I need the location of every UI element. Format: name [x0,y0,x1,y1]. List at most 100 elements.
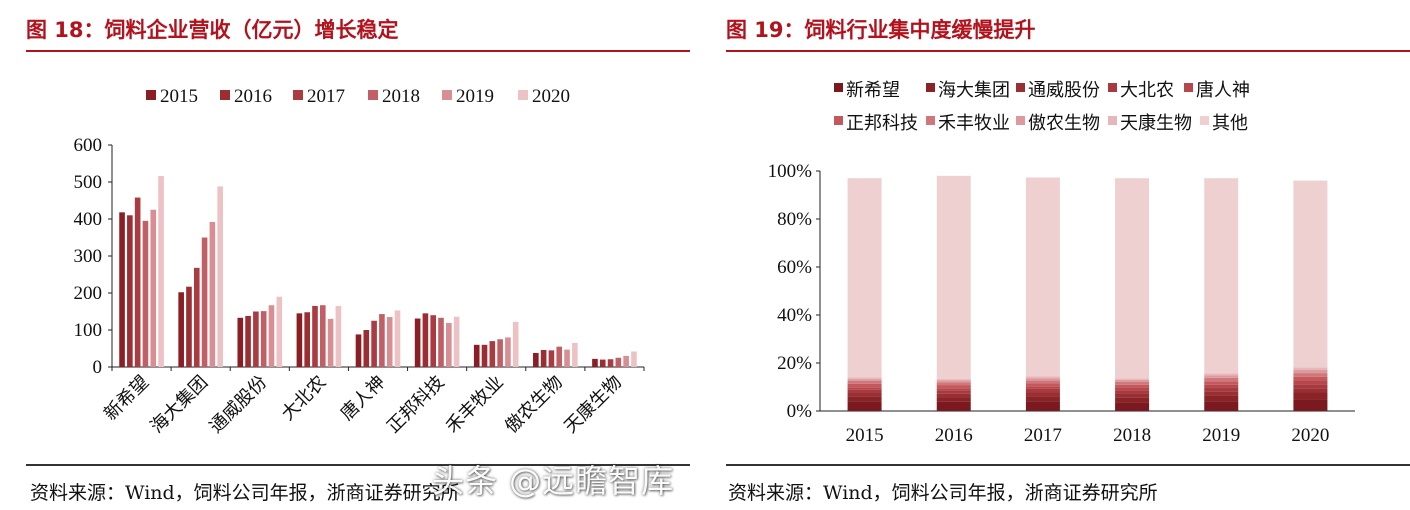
legend-label-正邦科技: 正邦科技 [846,113,918,133]
stack-2016-大北农 [936,390,971,394]
stack-2017-傲农生物 [1025,378,1060,381]
x-category-label: 唐人神 [337,372,389,424]
legend-swatch-2018 [368,90,378,100]
y-tick-label: 100% [768,161,813,182]
stack-2018-通威股份 [1115,393,1150,398]
bar-通威股份-2016 [245,315,251,367]
stack-2017-新希望 [1025,401,1060,411]
legend-swatch-正邦科技 [834,116,843,125]
legend-swatch-天康生物 [1108,116,1117,125]
bar-大北农-2017 [312,305,318,367]
y-tick-label: 500 [74,172,103,193]
bar-禾丰牧业-2015 [473,344,480,367]
bar-禾丰牧业-2016 [481,344,488,367]
stack-2017-正邦科技 [1025,383,1060,387]
right-figure-title: 图 19：饲料行业集中度缓慢提升 [726,18,1036,42]
bar-傲农生物-2016 [540,349,547,367]
bar-新希望-2016 [127,215,133,367]
y-tick-label: 80% [777,209,812,230]
stack-2015-海大集团 [847,396,882,402]
stack-2020-正邦科技 [1293,376,1328,381]
stack-2018-正邦科技 [1115,384,1150,388]
bar-傲农生物-2020 [572,342,578,367]
x-category-label: 海大集团 [146,372,211,437]
legend-label-新希望: 新希望 [846,80,900,100]
left-figure-title: 图 18：饲料企业营收（亿元）增长稳定 [26,18,399,42]
bar-禾丰牧业-2019 [505,337,511,367]
stack-2019-大北农 [1204,387,1239,392]
bar-天康生物-2017 [607,359,614,367]
bar-禾丰牧业-2017 [489,341,496,367]
x-category-label: 2018 [1113,425,1151,446]
bar-傲农生物-2018 [556,346,563,367]
stack-2017-通威股份 [1025,392,1060,397]
bar-唐人神-2020 [394,310,401,367]
bar-天康生物-2020 [631,351,637,367]
legend-label-2017: 2017 [307,86,345,107]
bar-正邦科技-2017 [430,315,437,367]
bar-通威股份-2019 [268,305,275,367]
stack-2018-天康生物 [1115,378,1150,380]
legend-label-通威股份: 通威股份 [1028,80,1100,100]
bar-大北农-2019 [327,318,334,367]
y-tick-label: 20% [777,353,812,374]
bar-大北农-2020 [335,305,342,367]
watermark-logo: 头条 @远瞻智库 [432,462,675,500]
x-category-label: 天康生物 [560,372,625,437]
bar-唐人神-2015 [355,334,362,367]
bar-唐人神-2017 [371,320,377,367]
stack-2017-其他 [1025,177,1060,377]
y-tick-label: 0% [787,401,813,422]
stack-2018-大北农 [1115,390,1150,394]
legend-label-傲农生物: 傲农生物 [1028,113,1100,133]
stack-2019-海大集团 [1204,395,1239,402]
x-category-label: 大北农 [277,372,329,424]
bar-海大集团-2018 [201,237,208,367]
bar-大北农-2018 [319,305,326,367]
bar-傲农生物-2015 [533,352,539,367]
legend-label-海大集团: 海大集团 [938,80,1010,100]
legend-swatch-2015 [146,90,156,100]
bar-傲农生物-2017 [548,350,555,367]
right-source-rule [726,464,1410,466]
x-category-label: 禾丰牧业 [442,372,507,437]
stack-2018-海大集团 [1115,397,1150,403]
stack-2019-新希望 [1204,401,1239,411]
stack-2018-其他 [1115,178,1150,379]
left-title-rule [26,50,690,52]
stack-2020-大北农 [1293,384,1328,389]
legend-swatch-2017 [293,90,303,100]
bar-大北农-2015 [296,313,303,367]
stack-2016-正邦科技 [936,385,971,389]
stack-2020-其他 [1293,180,1328,368]
bar-正邦科技-2015 [414,318,421,367]
stack-2019-禾丰牧业 [1204,377,1239,382]
stack-2015-其他 [847,178,882,378]
stack-2020-新希望 [1293,399,1328,411]
stack-2018-傲农生物 [1115,379,1150,382]
bar-唐人神-2016 [363,330,370,367]
y-tick-label: 40% [777,305,812,326]
bar-海大集团-2019 [209,221,216,367]
stack-2019-其他 [1204,178,1239,374]
legend-label-大北农: 大北农 [1120,80,1174,100]
x-category-label: 2016 [935,425,973,446]
bar-通威股份-2017 [253,311,259,367]
bar-天康生物-2015 [592,358,598,367]
bar-正邦科技-2016 [422,313,429,367]
x-category-label: 傲农生物 [501,372,566,437]
legend-swatch-2019 [442,90,452,100]
bar-海大集团-2016 [186,286,192,367]
legend-swatch-海大集团 [926,83,935,92]
stack-2015-禾丰牧业 [847,381,882,384]
stack-2016-天康生物 [936,379,971,381]
bar-唐人神-2019 [386,317,393,367]
stack-2017-大北农 [1025,388,1060,393]
stack-2016-通威股份 [936,393,971,398]
bar-海大集团-2015 [178,292,184,367]
bar-正邦科技-2020 [453,316,460,367]
bar-新希望-2017 [134,197,141,367]
stack-2016-其他 [936,175,971,380]
bar-禾丰牧业-2018 [497,339,503,367]
stack-2019-唐人神 [1204,384,1239,388]
